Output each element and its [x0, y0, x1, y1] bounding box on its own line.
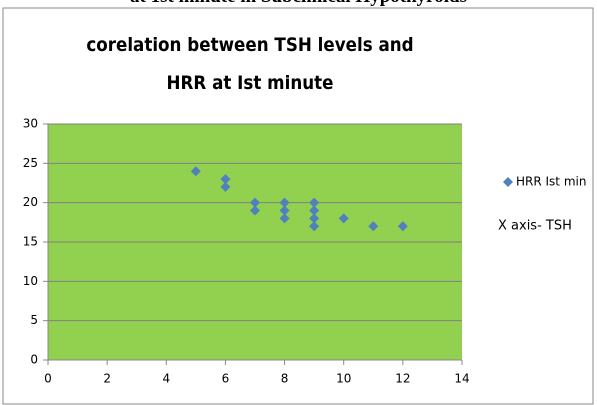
y-tick-label: 0	[30, 353, 38, 367]
x-tick-label: 0	[44, 372, 52, 386]
point	[220, 174, 231, 185]
y-tick-label: 20	[23, 195, 38, 209]
point	[309, 213, 320, 224]
point	[250, 197, 260, 208]
legend-label: HRR Ist min	[516, 175, 586, 189]
x-tick-label: 6	[222, 372, 230, 386]
x-tick-label: 8	[281, 372, 289, 386]
x-tick-label: 2	[103, 372, 111, 386]
point	[220, 181, 231, 192]
y-tick-label: 10	[23, 274, 38, 288]
point	[309, 197, 320, 208]
point	[309, 205, 320, 216]
annotation: X axis- TSH	[498, 219, 572, 234]
point	[338, 213, 349, 224]
point	[250, 205, 260, 216]
x-tick-label: 12	[395, 372, 410, 386]
y-tick-label: 30	[23, 117, 38, 131]
point	[397, 221, 408, 232]
point	[309, 221, 320, 232]
point	[368, 221, 379, 232]
point	[279, 205, 290, 216]
y-tick-label: 15	[23, 235, 38, 249]
chart-title: corelation between TSH levels and HRR at…	[86, 34, 414, 94]
x-tick-label: 14	[454, 372, 469, 386]
legend-marker	[503, 177, 513, 187]
heading: at 1st minute in Subclinical Hypothyroid…	[0, 0, 597, 8]
y-tick-label: 25	[23, 156, 38, 170]
x-tick-label: 10	[336, 372, 351, 386]
point	[279, 213, 290, 224]
y-tick-label: 5	[30, 313, 38, 327]
chart-frame	[2, 7, 594, 405]
point	[190, 166, 201, 177]
point	[279, 197, 290, 208]
x-tick-label: 4	[162, 372, 170, 386]
